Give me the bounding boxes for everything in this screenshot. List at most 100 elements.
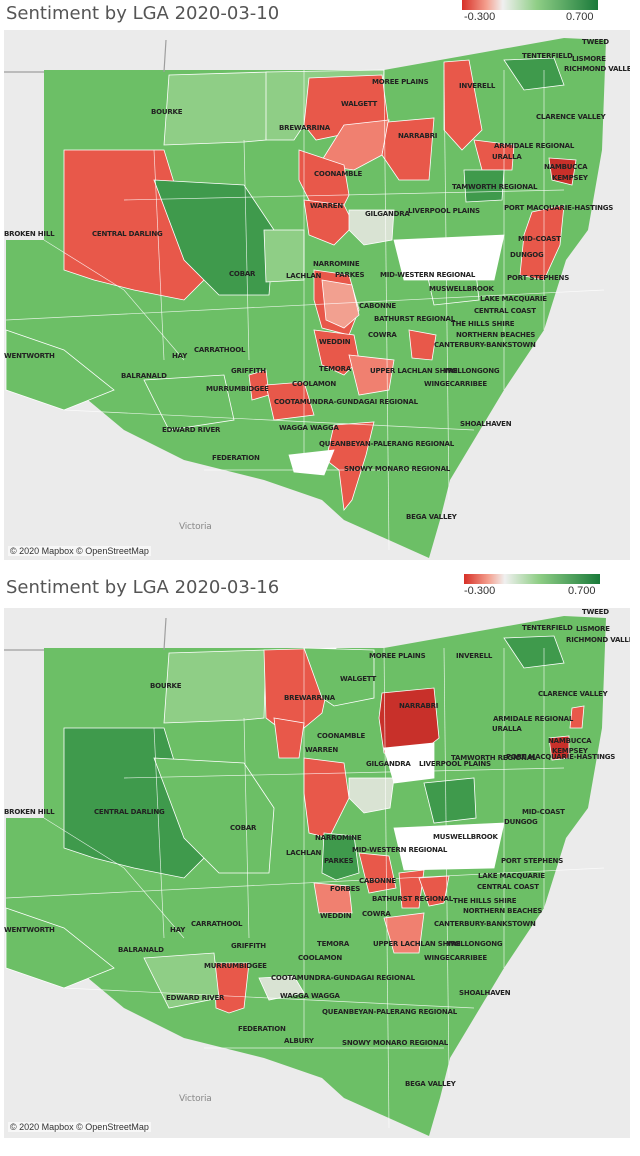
lga-boundary-line [153,149,165,361]
lga-region[interactable] [503,57,565,91]
lga-label: ARMIDALE REGIONAL [494,142,575,150]
lga-region[interactable] [383,912,425,954]
lga-region[interactable] [163,649,267,724]
lga-label: INVERELL [456,652,493,660]
lga-region[interactable] [381,117,435,181]
lga-region[interactable] [143,952,220,1009]
lga-label: TENTERFIELD [522,52,573,60]
lga-label: CENTRAL COAST [474,307,536,315]
lga-label: RICHMOND VALLEY [566,636,630,644]
lga-label: HAY [172,352,188,360]
lga-region[interactable] [5,329,115,411]
map-canvas [4,38,606,558]
lga-label: PORT STEPHENS [507,274,570,282]
lga-region[interactable] [393,822,505,871]
lga-region[interactable] [383,742,435,784]
lga-label: TWEED [582,38,609,46]
lga-region[interactable] [348,209,395,246]
state-border [4,39,167,73]
lga-region[interactable] [153,179,275,296]
lga-label: MOREE PLAINS [372,78,429,86]
lga-label: THE HILLS SHIRE [453,897,517,905]
lga-region[interactable] [503,635,565,669]
lga-label: LACHLAN [286,849,322,857]
lga-region[interactable] [463,169,505,203]
legend-max-label: 0.700 [566,11,594,23]
lga-label: CABONNE [359,302,396,310]
lga-region[interactable] [313,882,353,914]
lga-label: QUEANBEYAN-PALERANG REGIONAL [322,1008,457,1016]
lga-region[interactable] [443,59,483,151]
lga-region[interactable] [348,354,395,396]
lga-region[interactable] [398,869,425,909]
lga-region[interactable] [273,717,305,759]
lga-region[interactable] [163,71,270,146]
lga-region[interactable] [408,329,437,361]
lga-region[interactable] [321,832,360,881]
lga-label: NARROMINE [313,260,360,268]
lga-boundary-line [43,817,185,939]
lga-region[interactable] [303,647,375,707]
lga-label: MUSWELLBROOK [429,285,494,293]
lga-label: BOURKE [150,682,182,690]
lga-label: URALLA [492,725,522,733]
lga-label: PORT MACQUARIE-HASTINGS [504,204,614,212]
lga-region[interactable] [303,199,355,246]
lga-region[interactable] [548,157,577,186]
lga-region[interactable] [288,449,335,476]
lga-region[interactable] [418,875,450,907]
lga-label: PARKES [335,271,365,279]
lga-region[interactable] [5,907,115,989]
choropleth-map[interactable]: © 2020 Mapbox © OpenStreetMap TWEED LISMO… [4,30,630,560]
lga-boundary-line [123,189,565,201]
lga-label: CANTERBURY-BANKSTOWN [434,920,536,928]
lga-region[interactable] [423,777,477,824]
lga-label: WENTWORTH [4,352,55,360]
lga-label: LACHLAN [286,272,322,280]
lga-region[interactable] [393,234,505,281]
lga-label: INVERELL [459,82,496,90]
lga-boundary-line [153,727,165,939]
lga-boundaries [5,69,605,551]
lga-label: TEMORA [319,365,352,373]
lga-region[interactable] [569,705,585,729]
lga-label: WINGECARRIBEE [424,380,487,388]
lga-label: TAMWORTH REGIONAL [451,754,537,762]
lga-label: COOTAMUNDRA-GUNDAGAI REGIONAL [274,398,418,406]
lga-label: DUNGOG [504,818,538,826]
lga-label: CENTRAL DARLING [92,230,163,238]
lga-label: UPPER LACHLAN SHIRE [370,367,458,375]
lga-boundary-line [443,69,450,501]
map-panel-1: Sentiment by LGA 2020-03-10 -0.300 0.700… [0,0,640,565]
lga-label: COOTAMUNDRA-GUNDAGAI REGIONAL [271,974,415,982]
map-title: Sentiment by LGA 2020-03-16 [6,577,280,598]
lga-region[interactable] [143,374,235,431]
lga-label: MID-COAST [522,808,565,816]
lga-boundary-line [243,139,250,361]
lga-region[interactable] [348,777,395,814]
lga-label: GRIFFITH [231,367,266,375]
lga-label: LISMORE [576,625,610,633]
lga-label: BATHURST REGIONAL [372,895,453,903]
lga-region[interactable] [313,329,360,376]
lga-label: WEDDIN [320,912,352,920]
lga-boundary-line [443,647,450,1079]
lga-label: WAGGA WAGGA [280,992,340,1000]
choropleth-map[interactable]: © 2020 Mapbox © OpenStreetMap TWEED TENTE… [4,608,630,1138]
lga-region[interactable] [153,757,275,874]
color-legend: -0.300 0.700 [462,0,602,26]
lga-label: BEGA VALLEY [406,513,457,521]
lga-region[interactable] [213,962,250,1014]
lga-label: SHOALHAVEN [460,420,512,428]
lga-label: EDWARD RIVER [166,994,225,1002]
lga-label: WEDDIN [319,338,351,346]
lga-label: UPPER LACHLAN SHIRE [373,940,461,948]
lga-region[interactable] [321,279,360,329]
lga-label: CARRATHOOL [191,920,243,928]
lga-region[interactable] [265,381,315,421]
lga-region[interactable] [548,735,570,761]
lga-label: KEMPSEY [552,174,588,182]
lga-label: TAMWORTH REGIONAL [452,183,538,191]
map-canvas [4,616,606,1136]
map-attribution: © 2020 Mapbox © OpenStreetMap [8,546,151,556]
